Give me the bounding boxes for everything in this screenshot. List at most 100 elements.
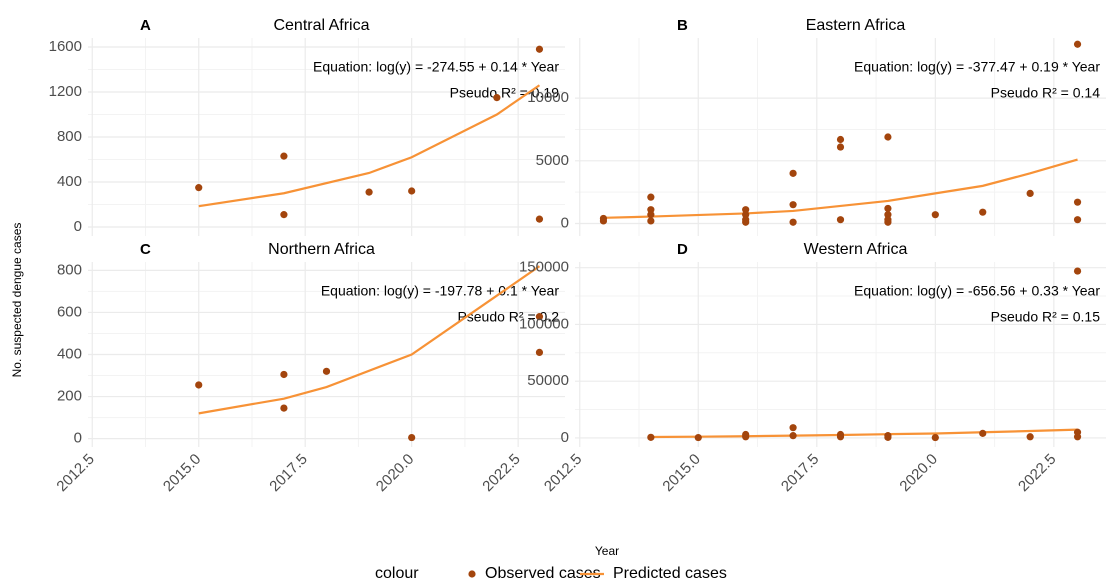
x-tick-label: 2015.0 [160,451,204,495]
observed-point [836,135,845,144]
observed-point [884,433,892,441]
y-tick-label: 1200 [49,83,82,100]
observed-point [1073,433,1082,441]
y-tick-label: 800 [57,261,82,278]
observed-point [789,218,797,226]
observed-point [931,211,939,219]
observed-point [979,208,987,216]
observed-point [535,348,544,356]
panel-title: Central Africa [273,17,369,34]
y-tick-label: 200 [57,388,82,405]
predicted-line [650,428,1078,439]
observed-point [535,45,544,53]
observed-point [195,381,203,389]
x-tick-label: 2012.5 [541,451,585,495]
panel-title: Northern Africa [268,241,375,258]
observed-point [884,133,892,141]
y-tick-label: 600 [57,303,82,320]
annotation: Equation: log(y) = -656.56 + 0.33 * Year [854,283,1100,299]
observed-point [599,217,608,225]
panel-label: B [677,17,688,34]
y-tick-label: 400 [57,173,82,190]
annotation: Equation: log(y) = -197.78 + 0.1 * Year [321,283,560,299]
y-tick-label: 800 [57,128,82,145]
observed-point [979,429,987,437]
annotation: Equation: log(y) = -377.47 + 0.19 * Year [854,59,1100,75]
x-tick-label: 2017.5 [266,451,310,495]
observed-point [280,404,288,412]
observed-point [884,211,892,219]
predicted-line [198,265,541,415]
observed-point [742,206,750,214]
observed-point [493,94,501,102]
x-tick-label: 2022.5 [479,451,523,495]
x-tick-label: 2020.0 [373,451,417,495]
y-tick-label: 1600 [49,38,82,55]
observed-point [647,217,655,225]
observed-point [931,433,939,442]
x-tick-label: 2020.0 [896,451,940,495]
x-axis-title: Year [595,544,619,558]
observed-point [1073,216,1082,224]
observed-point [884,204,892,213]
x-tick-label: 2015.0 [659,451,703,495]
y-tick-label: 0 [74,430,82,447]
observed-point [280,370,288,379]
observed-point [884,218,892,226]
observed-point [1073,40,1082,48]
y-tick-label: 400 [57,345,82,362]
observed-point [836,433,845,441]
observed-point [1073,267,1082,275]
x-tick-label: 2012.5 [53,451,97,495]
y-tick-label: 100000 [519,315,569,332]
y-tick-label: 0 [74,218,82,235]
legend-symbol [468,570,476,578]
y-tick-label: 150000 [519,259,569,276]
observed-point [742,218,750,226]
y-tick-label: 0 [561,214,569,231]
annotation: Equation: log(y) = -274.55 + 0.14 * Year [313,59,559,75]
observed-point [694,433,702,442]
observed-point [1026,189,1034,197]
panel-label: D [677,241,688,258]
observed-point [789,424,797,432]
observed-point [408,433,416,442]
y-tick-label: 50000 [527,372,569,389]
observed-point [535,313,544,321]
observed-point [195,184,203,192]
observed-point [836,216,845,224]
observed-point [836,143,845,151]
observed-point [365,188,373,196]
observed-point [408,187,416,195]
legend-label: Observed cases [485,565,601,582]
observed-point [647,206,655,214]
y-tick-label: 5000 [536,152,569,169]
y-axis-title: No. suspected dengue cases [10,223,24,378]
observed-point [742,433,750,441]
panel-title: Western Africa [804,241,908,258]
observed-point [789,169,797,177]
observed-point [789,201,797,209]
observed-point [647,211,655,219]
observed-point [280,152,288,160]
observed-point [742,211,750,219]
observed-point [535,215,544,223]
panel-title: Eastern Africa [806,17,906,34]
observed-point [280,211,288,219]
annotation: Pseudo R² = 0.2 [457,309,559,325]
y-tick-label: 0 [561,429,569,446]
legend-title: colour [375,565,419,582]
annotation: Pseudo R² = 0.14 [991,85,1101,101]
observed-point [1026,433,1034,441]
observed-point [1073,198,1082,206]
observed-point [647,193,655,201]
annotation: Pseudo R² = 0.15 [991,309,1101,325]
predicted-line [198,84,541,208]
y-tick-label: 10000 [527,89,569,106]
predicted-line [603,158,1078,219]
panel-label: C [140,241,151,258]
observed-point [647,433,655,441]
annotation: Pseudo R² = 0.19 [450,85,560,101]
observed-point [322,367,331,375]
